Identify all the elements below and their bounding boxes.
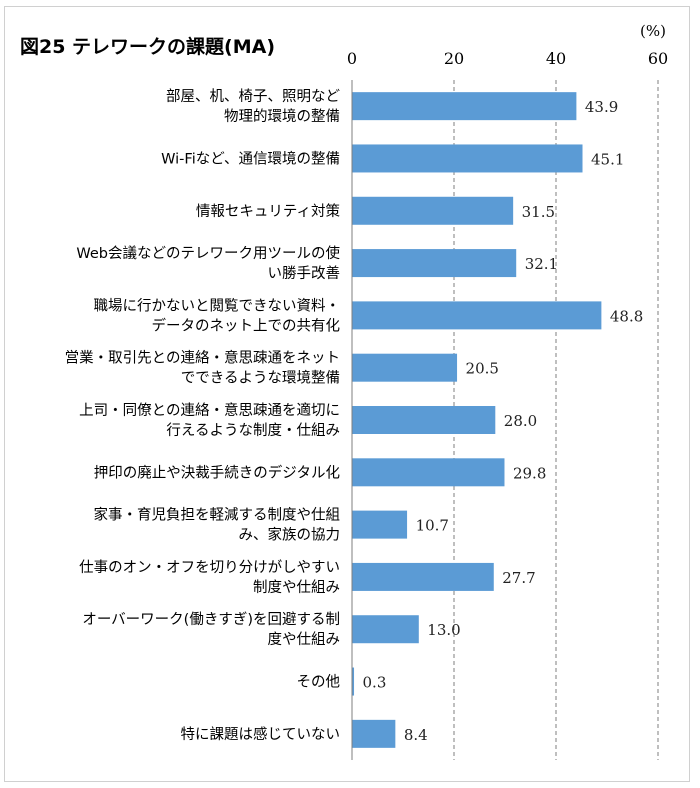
x-tick-label: 60 xyxy=(648,49,668,68)
data-label: 48.8 xyxy=(610,307,643,325)
category-label: み、家族の協力 xyxy=(239,527,341,544)
category-label: 職場に行かないと閲覧できない資料・ xyxy=(94,297,341,314)
chart-frame xyxy=(4,6,690,782)
data-label: 29.8 xyxy=(513,464,546,482)
data-label: 13.0 xyxy=(427,621,460,639)
category-label: 物理的環境の整備 xyxy=(224,107,340,125)
category-label: データのネット上での共有化 xyxy=(152,316,341,334)
bar xyxy=(352,719,396,748)
bar xyxy=(352,458,505,487)
category-label: 制度や仕組み xyxy=(253,579,340,596)
category-label: 仕事のオン・オフを切り分けがしやすい xyxy=(79,559,340,576)
bar xyxy=(352,144,583,173)
bar xyxy=(352,196,514,225)
data-label: 31.5 xyxy=(522,203,555,221)
data-label: 28.0 xyxy=(504,412,537,430)
x-tick-label: 20 xyxy=(444,49,464,68)
bar xyxy=(352,615,419,644)
category-label: その他 xyxy=(297,674,341,691)
category-label: 部屋、机、椅子、照明など xyxy=(166,88,340,105)
category-label: 押印の廃止や決裁手続きのデジタル化 xyxy=(94,463,340,481)
bar xyxy=(352,301,602,330)
data-label: 20.5 xyxy=(466,360,499,378)
data-label: 27.7 xyxy=(502,569,535,587)
bar xyxy=(352,510,408,539)
data-label: 43.9 xyxy=(585,98,618,116)
category-label: い勝手改善 xyxy=(268,265,341,282)
bar xyxy=(352,92,577,121)
data-label: 45.1 xyxy=(591,150,624,168)
data-label: 10.7 xyxy=(416,517,449,535)
category-label: でできるような環境整備 xyxy=(181,369,340,387)
category-label: 行えるような制度・仕組み xyxy=(166,422,340,439)
category-label: Web会議などのテレワーク用ツールの使 xyxy=(76,244,340,262)
category-label: 営業・取引先との連絡・意思疎通をネット xyxy=(65,349,340,367)
x-tick-label: 40 xyxy=(546,49,566,68)
bar xyxy=(352,406,496,434)
category-label: 家事・育児負担を軽減する制度や仕組 xyxy=(94,507,341,524)
bar xyxy=(352,353,458,382)
category-label: 上司・同僚との連絡・意思疎通を適切に xyxy=(79,401,340,419)
category-label: 度や仕組み xyxy=(268,631,341,648)
x-tick-label: 0 xyxy=(347,49,357,68)
category-label: 特に課題は感じていない xyxy=(181,726,341,743)
bar xyxy=(352,667,355,696)
bar xyxy=(352,249,517,278)
bar xyxy=(352,562,494,591)
data-label: 32.1 xyxy=(525,255,558,273)
category-label: Wi-Fiなど、通信環境の整備 xyxy=(161,149,340,167)
data-label: 8.4 xyxy=(404,726,428,744)
category-label: 情報セキュリティ対策 xyxy=(196,203,341,220)
unit-label: (%) xyxy=(640,22,666,40)
chart-title: 図25 テレワークの課題(MA) xyxy=(20,36,276,58)
data-label: 0.3 xyxy=(363,674,387,692)
category-label: オーバーワーク(働きすぎ)を回避する制 xyxy=(82,611,340,628)
